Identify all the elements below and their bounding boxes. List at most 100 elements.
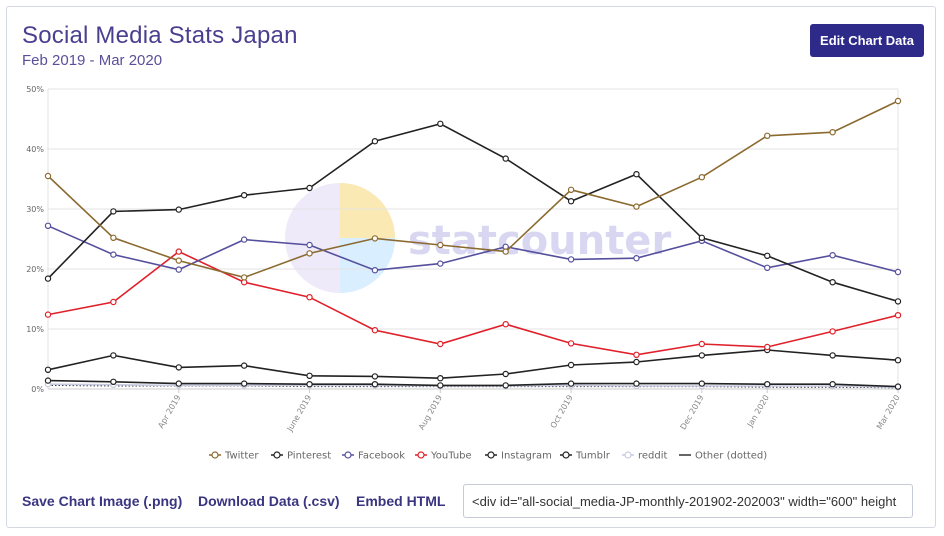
data-point[interactable] bbox=[894, 383, 902, 390]
data-point[interactable] bbox=[502, 155, 509, 162]
data-point[interactable] bbox=[240, 362, 248, 369]
data-point[interactable] bbox=[633, 170, 640, 178]
data-point[interactable] bbox=[44, 222, 52, 229]
data-point[interactable] bbox=[829, 128, 836, 136]
data-point[interactable] bbox=[698, 173, 706, 181]
data-point[interactable] bbox=[371, 235, 379, 242]
data-point[interactable] bbox=[633, 358, 640, 366]
series-twitter bbox=[44, 97, 902, 281]
data-point[interactable] bbox=[306, 294, 313, 301]
legend-item-facebook[interactable]: Facebook bbox=[342, 451, 405, 462]
legend-item-pinterest[interactable]: Pinterest bbox=[271, 451, 331, 462]
embed-code-field[interactable] bbox=[463, 484, 913, 518]
edit-chart-data-button[interactable]: Edit Chart Data bbox=[810, 24, 924, 57]
y-tick-label: 50% bbox=[26, 85, 44, 94]
data-point[interactable] bbox=[698, 352, 706, 359]
data-point[interactable] bbox=[44, 172, 52, 180]
data-point[interactable] bbox=[175, 380, 182, 387]
series-line bbox=[47, 250, 899, 356]
data-point[interactable] bbox=[110, 352, 117, 359]
data-point[interactable] bbox=[437, 375, 444, 382]
legend-item-other-dotted-[interactable]: Other (dotted) bbox=[679, 451, 767, 462]
data-point[interactable] bbox=[633, 255, 640, 262]
data-point[interactable] bbox=[567, 380, 575, 387]
embed-html-link[interactable]: Embed HTML bbox=[356, 493, 446, 509]
series-line bbox=[47, 379, 899, 388]
data-point[interactable] bbox=[240, 191, 248, 199]
data-point[interactable] bbox=[175, 266, 182, 273]
data-point[interactable] bbox=[44, 377, 52, 384]
data-point[interactable] bbox=[894, 298, 902, 305]
y-tick-label: 40% bbox=[26, 145, 44, 154]
data-point[interactable] bbox=[306, 372, 313, 379]
data-point[interactable] bbox=[306, 381, 313, 388]
data-point[interactable] bbox=[502, 321, 509, 328]
data-point[interactable] bbox=[829, 352, 836, 359]
data-point[interactable] bbox=[567, 340, 575, 347]
data-point[interactable] bbox=[371, 137, 379, 145]
data-point[interactable] bbox=[240, 236, 248, 243]
data-point[interactable] bbox=[894, 97, 902, 105]
data-point[interactable] bbox=[437, 340, 444, 348]
data-point[interactable] bbox=[567, 361, 575, 369]
data-point[interactable] bbox=[110, 378, 117, 385]
legend-item-reddit[interactable]: reddit bbox=[622, 451, 668, 462]
data-point[interactable] bbox=[175, 206, 182, 213]
data-point[interactable] bbox=[502, 248, 509, 255]
data-point[interactable] bbox=[894, 268, 902, 276]
data-point[interactable] bbox=[175, 257, 182, 264]
legend-label: reddit bbox=[638, 451, 668, 462]
data-point[interactable] bbox=[437, 120, 444, 128]
data-point[interactable] bbox=[698, 380, 706, 387]
data-point[interactable] bbox=[567, 197, 575, 205]
data-point[interactable] bbox=[110, 298, 117, 306]
data-point[interactable] bbox=[240, 380, 248, 387]
data-point[interactable] bbox=[110, 234, 117, 241]
data-point[interactable] bbox=[764, 381, 771, 388]
data-point[interactable] bbox=[44, 275, 52, 282]
data-point[interactable] bbox=[633, 351, 640, 358]
data-point[interactable] bbox=[567, 256, 575, 263]
legend-item-tumblr[interactable]: Tumblr bbox=[560, 451, 611, 462]
data-point[interactable] bbox=[306, 250, 313, 257]
data-point[interactable] bbox=[502, 370, 509, 378]
data-point[interactable] bbox=[175, 248, 182, 255]
data-point[interactable] bbox=[44, 311, 52, 318]
data-point[interactable] bbox=[829, 381, 836, 388]
legend-item-youtube[interactable]: YouTube bbox=[415, 451, 472, 462]
legend-item-twitter[interactable]: Twitter bbox=[209, 451, 259, 462]
data-point[interactable] bbox=[698, 234, 706, 241]
data-point[interactable] bbox=[110, 251, 117, 258]
legend-item-instagram[interactable]: Instagram bbox=[485, 451, 552, 462]
data-point[interactable] bbox=[371, 381, 379, 388]
data-point[interactable] bbox=[633, 203, 640, 210]
save-chart-image-link[interactable]: Save Chart Image (.png) bbox=[22, 493, 183, 509]
data-point[interactable] bbox=[894, 357, 902, 364]
data-point[interactable] bbox=[829, 328, 836, 335]
data-point[interactable] bbox=[44, 366, 52, 373]
data-point[interactable] bbox=[829, 251, 836, 259]
data-point[interactable] bbox=[306, 184, 313, 192]
data-point[interactable] bbox=[110, 208, 117, 215]
data-point[interactable] bbox=[437, 260, 444, 267]
data-point[interactable] bbox=[240, 274, 248, 281]
data-point[interactable] bbox=[371, 267, 379, 274]
y-tick-label: 10% bbox=[26, 325, 44, 334]
data-point[interactable] bbox=[306, 241, 313, 249]
data-point[interactable] bbox=[764, 252, 771, 259]
data-point[interactable] bbox=[894, 312, 902, 319]
data-point[interactable] bbox=[764, 264, 771, 271]
data-point[interactable] bbox=[829, 279, 836, 286]
data-point[interactable] bbox=[437, 241, 444, 249]
data-point[interactable] bbox=[764, 343, 771, 351]
data-point[interactable] bbox=[502, 382, 509, 389]
download-data-link[interactable]: Download Data (.csv) bbox=[198, 493, 340, 509]
data-point[interactable] bbox=[371, 373, 379, 380]
data-point[interactable] bbox=[633, 380, 640, 387]
data-point[interactable] bbox=[437, 382, 444, 389]
data-point[interactable] bbox=[371, 327, 379, 334]
data-point[interactable] bbox=[175, 364, 182, 371]
data-point[interactable] bbox=[698, 340, 706, 348]
data-point[interactable] bbox=[567, 186, 575, 193]
data-point[interactable] bbox=[764, 132, 771, 139]
